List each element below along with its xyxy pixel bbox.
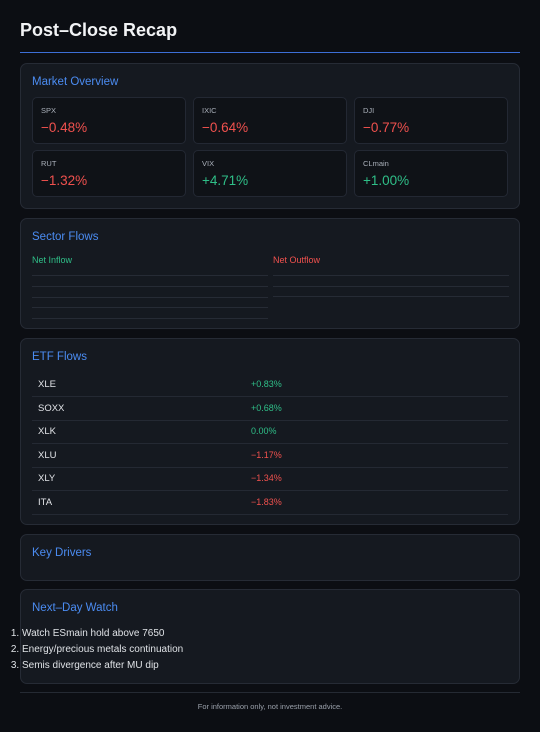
etf-change: −1.83% [251, 497, 282, 507]
key-drivers-card: Key Drivers [20, 534, 520, 581]
section-title: Sector Flows [32, 231, 99, 243]
index-tile: CLmain +1.00% [354, 150, 508, 197]
section-title: Key Drivers [32, 547, 92, 559]
etf-change: 0.00% [251, 426, 277, 437]
etf-change: +0.68% [251, 402, 282, 413]
divider [32, 297, 268, 298]
divider [273, 296, 509, 297]
etf-ticker: XLU [38, 449, 57, 461]
etf-row: XLU −1.17% [32, 444, 508, 468]
etf-row: XLY −1.34% [32, 467, 508, 492]
outflow-label: Net Outflow [273, 255, 321, 265]
footer-rule [20, 692, 520, 693]
section-title: Market Overview [32, 76, 119, 88]
index-change: −0.77% [363, 120, 410, 135]
watch-item: Energy/precious metals continuation [22, 642, 502, 658]
watch-item: Watch ESmain hold above 7650 [22, 626, 502, 642]
footer: For information only, not investment adv… [197, 702, 343, 711]
section-title: ETF Flows [32, 351, 87, 363]
etf-row: ITA −1.83% [32, 491, 508, 515]
etf-ticker: ITA [38, 497, 53, 508]
sector-flows-card: Sector Flows Net Inflow Net Outflow [20, 218, 520, 329]
divider [273, 286, 509, 287]
etf-ticker: XLE [38, 379, 56, 390]
watch-item: Semis divergence after MU dip [22, 658, 502, 674]
next-day-watch-card: Next–Day Watch Watch ESmain hold above 7… [20, 589, 520, 684]
inflow-label: Net Inflow [32, 255, 73, 265]
index-change: −0.48% [41, 120, 88, 135]
index-tile: IXIC −0.64% [193, 97, 347, 144]
index-change: +1.00% [363, 173, 410, 188]
index-label: DJI [363, 106, 375, 115]
title-rule [20, 52, 520, 53]
etf-ticker: SOXX [38, 402, 65, 414]
etf-row: SOXX +0.68% [32, 397, 508, 421]
index-tile: RUT −1.32% [32, 150, 186, 197]
index-label: CLmain [363, 159, 389, 168]
index-tile: SPX −0.48% [32, 97, 186, 144]
divider [32, 286, 268, 287]
section-title: Next–Day Watch [32, 602, 118, 614]
index-label: RUT [41, 159, 57, 168]
index-label: VIX [202, 159, 215, 168]
index-change: −1.32% [41, 173, 88, 188]
etf-row: XLE +0.83% [32, 373, 508, 397]
etf-change: −1.17% [251, 449, 282, 460]
index-change: +4.71% [202, 173, 249, 188]
divider [273, 275, 509, 276]
watch-list: Watch ESmain hold above 7650Energy/preci… [10, 626, 502, 674]
index-label: IXIC [202, 106, 217, 115]
page-title: Post–Close Recap [20, 20, 178, 40]
etf-row: XLK 0.00% [32, 420, 508, 445]
etf-flows-card: ETF Flows XLE +0.83% SOXX +0.68% XLK 0.00% XLU… [20, 338, 520, 525]
divider [32, 307, 268, 308]
index-tile: VIX +4.71% [193, 150, 347, 197]
index-change: −0.64% [202, 120, 249, 135]
index-label: SPX [41, 106, 57, 115]
etf-ticker: XLY [38, 473, 56, 485]
etf-change: +0.83% [251, 379, 282, 389]
market-overview-card: Market Overview SPX −0.48% IXIC −0.64% DJI −0… [20, 63, 520, 209]
etf-ticker: XLK [38, 426, 56, 438]
etf-change: −1.34% [251, 473, 282, 484]
divider [32, 318, 268, 319]
index-tile: DJI −0.77% [354, 97, 508, 144]
divider [32, 275, 268, 276]
